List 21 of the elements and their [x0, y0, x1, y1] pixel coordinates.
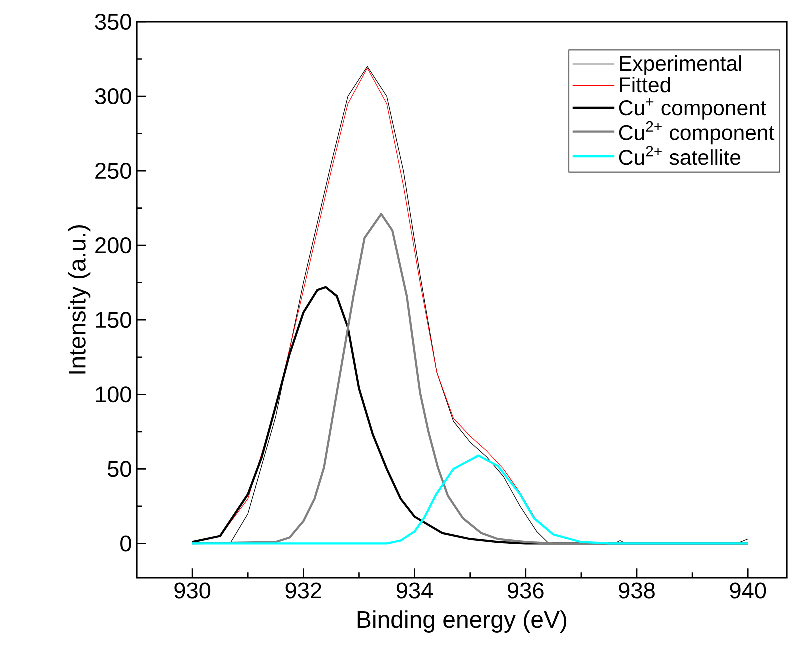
legend-label: Cu$^{2+}$ satellite — [619, 146, 741, 166]
x-axis-title: Binding energy (eV) — [358, 610, 567, 633]
x-tick-label: 932 — [286, 582, 322, 599]
legend-label: Experimental — [620, 56, 742, 76]
x-tick-label: 934 — [396, 582, 434, 599]
y-tick-label: 350 — [95, 14, 132, 30]
y-tick-label: 50 — [108, 461, 132, 478]
legend-label: Cu$^{+}$ component — [619, 98, 766, 120]
y-axis-title: Intensity (a.u.) — [68, 225, 91, 374]
y-tick-label: 100 — [96, 386, 132, 403]
legend-label: Fitted — [620, 76, 670, 93]
y-tick-label: 150 — [96, 312, 132, 328]
x-tick-label: 936 — [508, 582, 544, 599]
y-tick-label: 250 — [96, 163, 132, 180]
x-tick-label: 930 — [174, 582, 211, 599]
y-tick-label: 200 — [96, 238, 132, 254]
y-tick-label: 0 — [120, 536, 132, 552]
legend-label: Cu$^{2+}$ component — [619, 121, 775, 145]
x-tick-label: 940 — [730, 582, 766, 599]
y-tick-label: 300 — [95, 88, 132, 105]
x-tick-label: 938 — [619, 582, 655, 599]
